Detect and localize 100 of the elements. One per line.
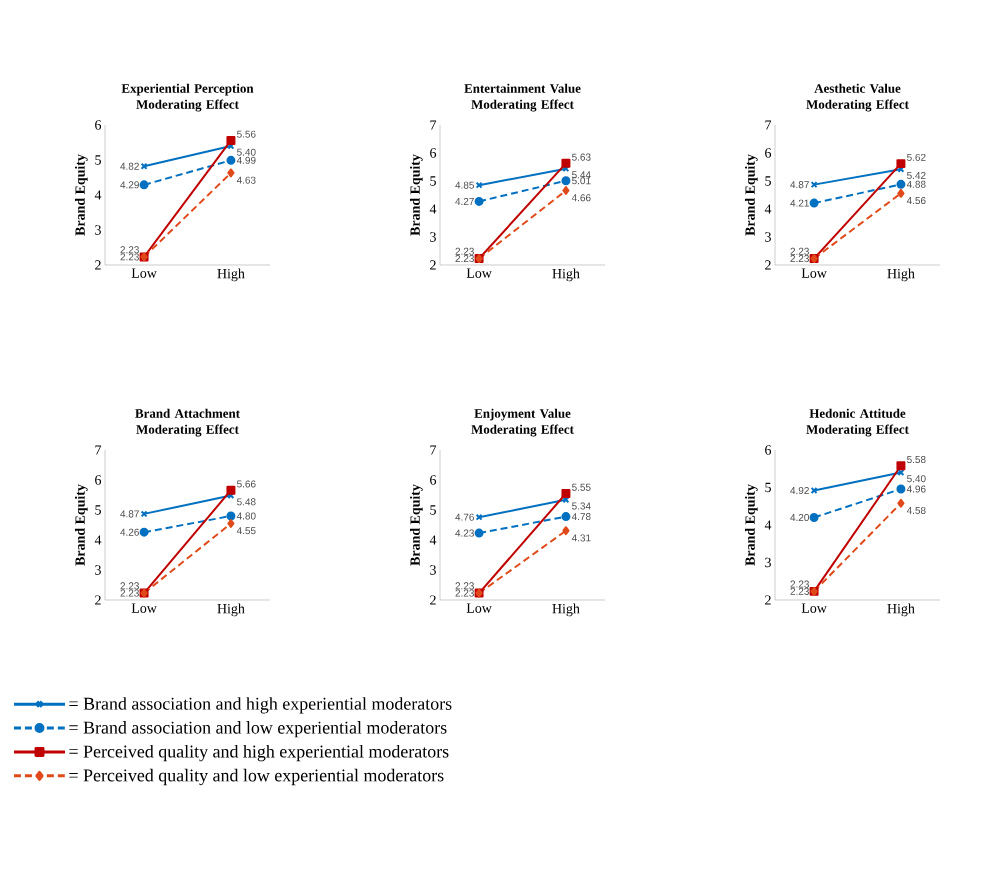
y-tick-label: 2 (95, 260, 101, 270)
chart-title: Experiential Perception Moderating Effect (121, 83, 254, 112)
y-axis-title: Brand Equity (74, 484, 88, 566)
data-label: 5.58 (907, 456, 926, 464)
y-tick-label: 6 (765, 445, 772, 455)
data-label: 4.56 (906, 197, 926, 205)
data-label: 4.26 (120, 528, 139, 536)
chart-title: Entertainment Value Moderating Effect (464, 83, 581, 112)
y-tick-label: 3 (95, 565, 101, 575)
y-tick-label: 6 (430, 475, 437, 485)
x-tick-label: Low (131, 268, 157, 278)
y-tick-label: 5 (765, 176, 771, 186)
x-tick-label: Low (131, 603, 157, 613)
y-tick-label: 4 (94, 535, 102, 545)
data-label: 5.66 (237, 480, 256, 488)
data-label: 4.23 (455, 529, 474, 537)
y-tick-label: 3 (95, 225, 101, 235)
data-label: 4.29 (120, 181, 139, 189)
x-tick-label: High (552, 268, 580, 282)
y-tick-label: 4 (429, 204, 437, 214)
data-label: 4.63 (236, 176, 256, 184)
data-label: 4.88 (906, 180, 926, 188)
x-tick-label: High (552, 603, 580, 617)
y-tick-label: 7 (430, 445, 437, 455)
y-axis-title: Brand Equity (409, 484, 423, 566)
chart-title: Enjoyment Value Moderating Effect (471, 408, 574, 437)
data-label: 4.55 (236, 527, 256, 535)
y-tick-label: 2 (430, 260, 436, 270)
data-label: 4.80 (236, 512, 256, 520)
y-tick-label: 4 (764, 204, 772, 214)
data-label: 5.56 (237, 130, 256, 138)
x-tick-label: Low (466, 603, 492, 613)
data-label: 5.42 (907, 171, 926, 179)
data-label: 5.34 (572, 502, 591, 510)
y-axis-title: Brand Equity (744, 154, 758, 236)
chart-title: Brand Attachment Moderating Effect (135, 408, 240, 437)
data-label: 4.87 (120, 510, 139, 518)
y-tick-label: 7 (95, 445, 102, 455)
y-tick-label: 3 (430, 565, 436, 575)
data-label: 4.78 (571, 513, 591, 521)
x-tick-label: Low (801, 268, 827, 278)
data-label: 4.85 (455, 181, 474, 189)
data-label: 2.23 (455, 582, 474, 590)
data-label: 2.23 (790, 255, 809, 263)
y-tick-label: 6 (765, 148, 772, 158)
data-label: 4.20 (790, 513, 809, 522)
y-tick-label: 5 (765, 482, 771, 493)
y-tick-label: 5 (430, 505, 436, 515)
data-label: 4.87 (790, 181, 809, 189)
x-tick-label: High (887, 268, 915, 282)
data-label: 2.23 (120, 582, 139, 590)
data-label: 5.55 (572, 483, 591, 491)
data-label: 2.23 (120, 589, 139, 597)
y-tick-label: 6 (95, 475, 102, 485)
legend-label: = Perceived quality and low experiential moderators (69, 768, 444, 786)
y-axis-title: Brand Equity (74, 154, 88, 236)
data-label: 4.31 (571, 534, 591, 542)
y-axis-title: Brand Equity (744, 484, 758, 566)
x-tick-label: High (217, 603, 245, 617)
y-tick-label: 6 (430, 148, 437, 158)
data-label: 5.40 (237, 148, 256, 156)
data-label: 5.01 (572, 177, 591, 185)
data-label: 5.63 (572, 153, 591, 161)
data-label: 4.82 (120, 162, 139, 170)
data-label: 2.23 (455, 247, 474, 255)
legend-label: = Brand association and low experiential moderators (69, 721, 447, 738)
y-tick-label: 3 (430, 232, 436, 242)
y-tick-label: 5 (95, 505, 101, 515)
y-tick-label: 6 (95, 120, 102, 130)
y-tick-label: 2 (765, 260, 771, 270)
y-tick-label: 4 (94, 190, 102, 200)
data-label: 2.23 (790, 580, 809, 588)
y-tick-label: 7 (430, 120, 437, 130)
data-label: 5.62 (907, 153, 926, 161)
x-tick-label: Low (466, 268, 492, 278)
y-tick-label: 4 (764, 520, 772, 530)
x-tick-label: High (887, 603, 915, 617)
data-label: 2.23 (790, 247, 809, 255)
data-label: 4.96 (906, 485, 926, 493)
x-tick-label: High (217, 268, 245, 282)
y-tick-label: 5 (95, 155, 101, 165)
y-axis-title: Brand Equity (409, 154, 423, 236)
x-tick-label: Low (801, 603, 827, 613)
data-label: 4.27 (455, 197, 474, 205)
data-label: 5.44 (572, 171, 591, 179)
legend-label: = Brand association and high experiential moderators (69, 697, 452, 714)
data-label: 2.23 (455, 255, 474, 263)
data-label: 5.48 (237, 498, 256, 506)
y-tick-label: 5 (430, 176, 436, 186)
data-label: 2.23 (455, 589, 474, 597)
chart-title: Hedonic Attitude Moderating Effect (806, 408, 909, 437)
y-tick-label: 2 (95, 595, 101, 605)
y-tick-label: 3 (765, 557, 771, 568)
y-tick-label: 7 (765, 120, 772, 130)
data-label: 4.66 (571, 194, 591, 202)
y-tick-label: 2 (765, 595, 771, 605)
data-label: 4.92 (790, 486, 809, 495)
y-tick-label: 3 (765, 232, 771, 242)
legend-label: = Perceived quality and high experiential moderators (69, 744, 449, 762)
data-label: 2.23 (120, 253, 139, 261)
